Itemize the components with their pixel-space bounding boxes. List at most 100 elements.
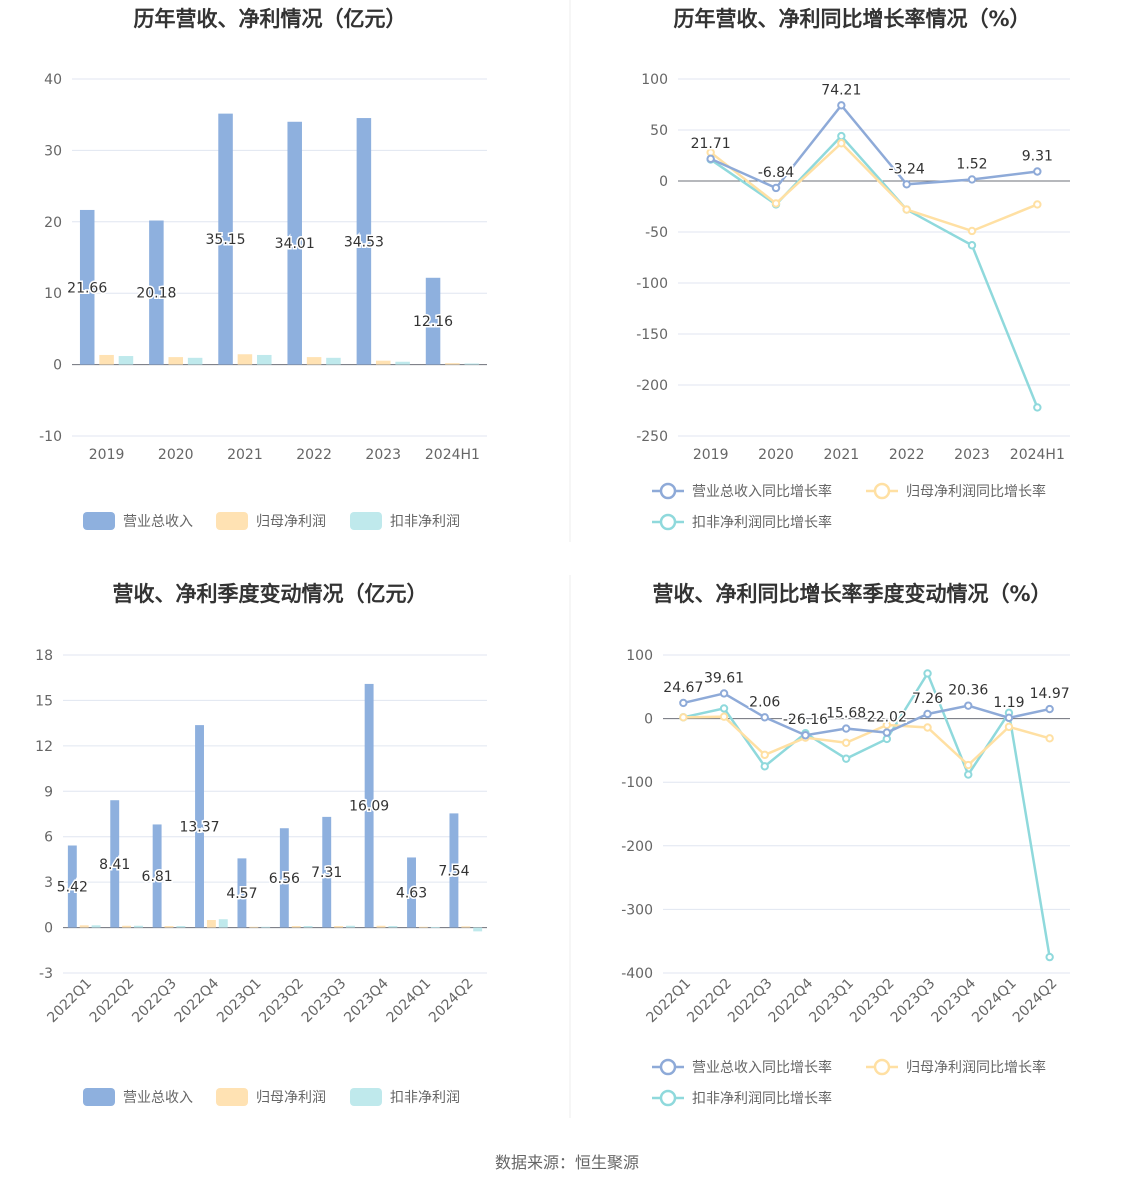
line-point bbox=[719, 704, 729, 713]
y-tick-label: 3 bbox=[44, 875, 53, 891]
bar-1 bbox=[425, 277, 441, 365]
line-point bbox=[841, 724, 851, 733]
legend-swatch bbox=[216, 512, 248, 530]
bar-1 bbox=[149, 220, 164, 365]
chart-3: 营收、净利季度变动情况（亿元）-303691215182022Q12022Q22… bbox=[35, 582, 487, 1106]
x-tick-label: 2022 bbox=[296, 447, 332, 463]
line-point bbox=[1045, 704, 1054, 714]
line-data-label: 15.68 bbox=[826, 706, 866, 722]
bar-3 bbox=[326, 357, 341, 365]
y-tick-label: -400 bbox=[621, 966, 653, 982]
y-tick-label: 0 bbox=[53, 358, 62, 374]
line-point bbox=[771, 199, 781, 208]
legend-label: 扣非净利润 bbox=[390, 1090, 460, 1106]
x-tick-label: 2022Q4 bbox=[172, 975, 223, 1026]
bar-2 bbox=[237, 354, 253, 365]
bar-data-label: 5.42 bbox=[57, 880, 88, 896]
line-point bbox=[882, 720, 892, 730]
x-tick-label: 2022Q3 bbox=[725, 976, 776, 1027]
line-series-1 bbox=[683, 692, 1050, 737]
bar-data-label: 21.66 bbox=[67, 280, 107, 296]
x-tick-label: 2021 bbox=[227, 447, 263, 463]
bar-1 bbox=[364, 683, 374, 928]
legend-item: 扣非净利润 bbox=[350, 512, 460, 530]
bar-data-label: 7.54 bbox=[438, 863, 469, 879]
line-point bbox=[706, 154, 715, 164]
legend-label: 营业总收入 bbox=[123, 514, 193, 530]
x-tick-label: 2024H1 bbox=[1010, 447, 1065, 463]
bar-3 bbox=[388, 926, 398, 928]
line-series-1 bbox=[710, 103, 1038, 190]
line-point bbox=[902, 180, 911, 189]
bar-data-label: 4.63 bbox=[396, 886, 427, 902]
x-tick-label: 2023Q2 bbox=[847, 976, 898, 1027]
legend-label: 归母净利润同比增长率 bbox=[906, 483, 1046, 500]
line-data-label: -6.84 bbox=[758, 165, 794, 181]
chart-title: 营收、净利同比增长率季度变动情况（%） bbox=[652, 582, 1051, 606]
line-point bbox=[771, 183, 781, 193]
bar-2 bbox=[168, 357, 184, 365]
legend-label: 营业总收入同比增长率 bbox=[692, 483, 832, 500]
legend-label: 扣非净利润同比增长率 bbox=[692, 514, 832, 531]
bar-3 bbox=[257, 354, 272, 365]
bar-2 bbox=[375, 360, 391, 365]
legend-label: 归母净利润 bbox=[256, 513, 326, 530]
x-tick-label: 2024Q1 bbox=[384, 976, 435, 1027]
y-tick-label: -200 bbox=[621, 839, 653, 855]
y-tick-label: -50 bbox=[645, 225, 668, 241]
bar-3 bbox=[261, 926, 271, 928]
line-point bbox=[801, 731, 810, 740]
line-point bbox=[679, 698, 688, 708]
line-point bbox=[1033, 403, 1042, 412]
line-series-2 bbox=[709, 141, 1038, 233]
bar-1 bbox=[67, 845, 77, 928]
chart-title: 历年营收、净利情况（亿元） bbox=[134, 7, 407, 31]
legend-swatch bbox=[83, 512, 115, 530]
x-tick-label: 2019 bbox=[89, 447, 125, 463]
bar-1 bbox=[195, 725, 204, 928]
bar-2 bbox=[306, 357, 322, 365]
line-series-3 bbox=[709, 134, 1039, 408]
x-tick-label: 2024Q2 bbox=[426, 976, 477, 1027]
x-tick-label: 2024Q2 bbox=[1010, 976, 1061, 1027]
line-point bbox=[1004, 713, 1014, 723]
legend-item: 营业总收入同比增长率 bbox=[652, 482, 832, 500]
y-tick-label: 9 bbox=[44, 784, 53, 800]
line-data-label: 20.36 bbox=[948, 683, 988, 699]
bar-2 bbox=[122, 925, 132, 928]
bar-2 bbox=[334, 926, 344, 928]
x-tick-label: 2023 bbox=[954, 447, 990, 463]
y-tick-label: 30 bbox=[44, 143, 62, 159]
legend-item: 扣非净利润同比增长率 bbox=[652, 1089, 832, 1107]
y-tick-label: 0 bbox=[644, 712, 653, 728]
x-tick-label: 2022Q1 bbox=[644, 976, 695, 1027]
line-data-label: 74.21 bbox=[821, 82, 861, 98]
line-point bbox=[719, 712, 729, 721]
line-point bbox=[760, 762, 769, 771]
bar-data-label: 20.18 bbox=[136, 286, 176, 302]
bar-1 bbox=[322, 816, 332, 928]
bar-1 bbox=[110, 800, 120, 928]
bar-1 bbox=[152, 824, 162, 928]
x-tick-label: 2024Q1 bbox=[969, 976, 1020, 1027]
x-tick-label: 2023Q3 bbox=[888, 976, 939, 1027]
bar-2 bbox=[376, 925, 386, 928]
bar-3 bbox=[430, 926, 440, 928]
bar-2 bbox=[79, 925, 89, 928]
bar-data-label: 16.09 bbox=[349, 799, 389, 815]
x-tick-label: 2023Q2 bbox=[256, 976, 307, 1027]
legend-marker bbox=[659, 482, 677, 500]
legend-item: 营业总收入 bbox=[83, 512, 193, 530]
bar-3 bbox=[91, 925, 101, 928]
line-point bbox=[760, 750, 769, 760]
bar-3 bbox=[134, 925, 143, 928]
line-point bbox=[841, 754, 851, 763]
legend-label: 扣非净利润同比增长率 bbox=[692, 1090, 832, 1107]
bar-3 bbox=[303, 926, 313, 928]
bar-2 bbox=[461, 926, 471, 928]
line-data-label: -3.24 bbox=[889, 161, 925, 177]
y-tick-label: 0 bbox=[659, 174, 668, 190]
x-tick-label: 2022Q3 bbox=[129, 976, 180, 1027]
line-point bbox=[923, 709, 932, 719]
